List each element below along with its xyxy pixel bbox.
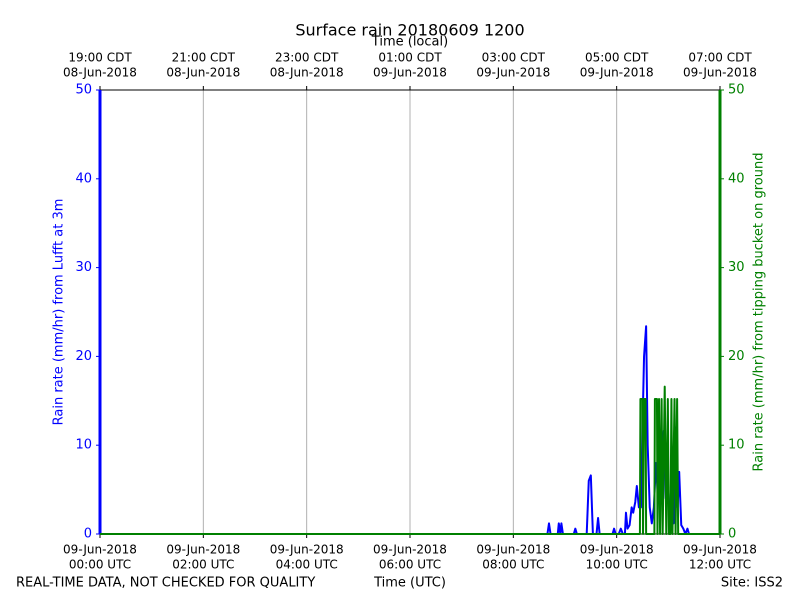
x-tick-label: 08:00 UTC xyxy=(482,558,544,572)
top-x-tick-label: 08-Jun-2018 xyxy=(270,66,344,80)
y-tick-label: 30 xyxy=(75,260,92,275)
y-tick-label: 10 xyxy=(75,438,92,453)
x-tick-label: 00:00 UTC xyxy=(69,558,131,572)
x-tick-label: 09-Jun-2018 xyxy=(683,543,757,557)
top-x-tick-label: 21:00 CDT xyxy=(172,51,236,65)
site-label: Site: ISS2 xyxy=(721,576,783,591)
y2-tick-label: 0 xyxy=(728,527,736,542)
y2-axis-label: Rain rate (mm/hr) from tipping bucket on… xyxy=(752,153,767,472)
chart-title: Surface rain 20180609 1200 xyxy=(295,21,524,40)
top-x-tick-label: 03:00 CDT xyxy=(482,51,546,65)
top-x-tick-label: 01:00 CDT xyxy=(378,51,442,65)
top-x-tick-label: 09-Jun-2018 xyxy=(580,66,654,80)
data-line xyxy=(100,385,720,535)
y-tick-label: 20 xyxy=(75,349,92,364)
top-x-tick-label: 19:00 CDT xyxy=(68,51,132,65)
x-tick-label: 06:00 UTC xyxy=(379,558,441,572)
top-x-tick-label: 09-Jun-2018 xyxy=(476,66,550,80)
x-tick-label: 09-Jun-2018 xyxy=(373,543,447,557)
x-tick-label: 09-Jun-2018 xyxy=(63,543,137,557)
top-x-tick-label: 09-Jun-2018 xyxy=(373,66,447,80)
x-tick-label: 02:00 UTC xyxy=(172,558,234,572)
y2-tick-label: 20 xyxy=(728,349,745,364)
y2-tick-label: 10 xyxy=(728,438,745,453)
x-tick-label: 04:00 UTC xyxy=(276,558,338,572)
y-tick-label: 40 xyxy=(75,171,92,186)
y2-tick-label: 40 xyxy=(728,171,745,186)
y2-tick-label: 30 xyxy=(728,260,745,275)
y2-tick-label: 50 xyxy=(728,83,745,98)
top-x-tick-label: 07:00 CDT xyxy=(688,51,752,65)
top-x-tick-label: 08-Jun-2018 xyxy=(166,66,240,80)
top-x-tick-label: 23:00 CDT xyxy=(275,51,339,65)
x-tick-label: 09-Jun-2018 xyxy=(166,543,240,557)
footer-note: REAL-TIME DATA, NOT CHECKED FOR QUALITY xyxy=(16,576,315,591)
y-tick-label: 50 xyxy=(75,83,92,98)
top-x-tick-label: 09-Jun-2018 xyxy=(683,66,757,80)
x-tick-label: 09-Jun-2018 xyxy=(476,543,550,557)
x-tick-label: 09-Jun-2018 xyxy=(580,543,654,557)
x-tick-label: 12:00 UTC xyxy=(689,558,751,572)
x-tick-label: 09-Jun-2018 xyxy=(270,543,344,557)
x-axis-label: Time (UTC) xyxy=(373,576,446,591)
y-tick-label: 0 xyxy=(84,527,92,542)
top-x-tick-label: 08-Jun-2018 xyxy=(63,66,137,80)
top-x-tick-label: 05:00 CDT xyxy=(585,51,649,65)
top-x-axis-label: Time (local) xyxy=(371,35,448,50)
y-axis-label: Rain rate (mm/hr) from Lufft at 3m xyxy=(52,199,67,426)
x-tick-label: 10:00 UTC xyxy=(586,558,648,572)
